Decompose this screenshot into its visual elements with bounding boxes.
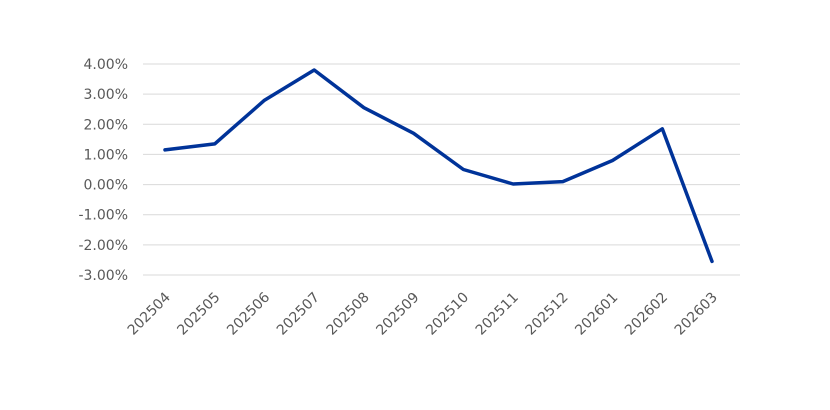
data-point — [611, 158, 615, 162]
y-tick-label: 3.00% — [84, 87, 128, 103]
x-tick-label: 202602 — [622, 290, 671, 339]
x-tick-label: 202504 — [125, 289, 174, 338]
y-axis-ticks: 4.00% 3.00% 2.00% 1.00% 0.00% -1.00% -2.00% -3.… — [78, 57, 128, 284]
grid-layer — [143, 63, 740, 276]
x-tick-label: 202601 — [572, 290, 621, 339]
data-point — [163, 148, 167, 152]
y-tick-label: 1.00% — [84, 147, 128, 163]
data-point — [412, 131, 416, 135]
x-tick-label: 202507 — [274, 290, 323, 339]
y-tick-label: -3.00% — [78, 268, 128, 284]
data-point — [362, 106, 366, 110]
x-tick-label: 202603 — [672, 290, 721, 339]
series-line — [163, 68, 714, 264]
x-tick-label: 202509 — [373, 290, 422, 339]
data-point — [511, 182, 515, 186]
x-tick-label: 202511 — [473, 290, 522, 339]
y-tick-label: -1.00% — [78, 208, 128, 224]
data-point — [262, 98, 266, 102]
data-point — [660, 127, 664, 131]
y-tick-label: 4.00% — [84, 57, 128, 73]
series-layer — [163, 68, 714, 264]
x-tick-label: 202508 — [324, 290, 373, 339]
x-tick-label: 202510 — [423, 290, 472, 339]
data-point — [461, 168, 465, 172]
data-point — [312, 68, 316, 72]
data-point — [710, 259, 714, 263]
x-tick-label: 202512 — [523, 290, 572, 339]
y-tick-label: 0.00% — [84, 178, 128, 194]
x-tick-label: 202505 — [174, 290, 223, 339]
data-point — [213, 142, 217, 146]
x-tick-label: 202506 — [224, 289, 273, 338]
y-tick-label: -2.00% — [78, 238, 128, 254]
y-tick-label: 2.00% — [84, 117, 128, 133]
data-point — [561, 180, 565, 184]
x-axis-ticks: 202504 202505 202506 202507 202508 202509 2025… — [125, 289, 721, 338]
